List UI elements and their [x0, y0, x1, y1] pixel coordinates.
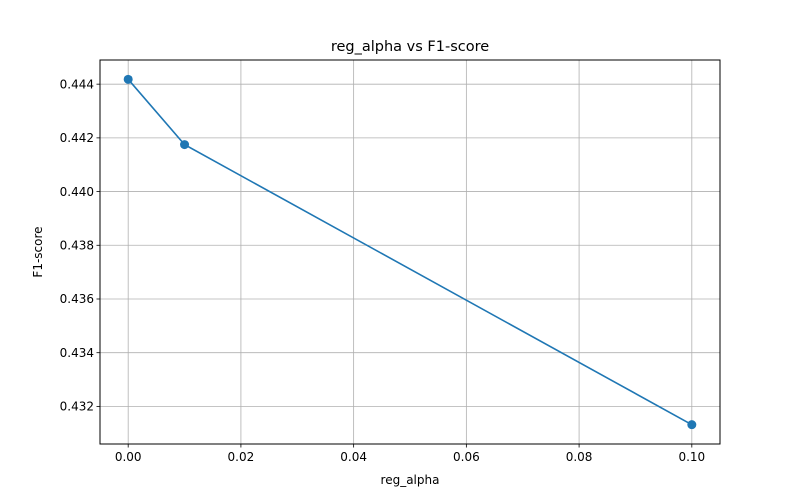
x-axis-label: reg_alpha: [381, 473, 440, 487]
y-tick-label: 0.444: [60, 77, 94, 91]
data-point: [123, 74, 133, 84]
x-tick-label: 0.08: [566, 450, 593, 464]
x-tick-label: 0.02: [228, 450, 255, 464]
y-axis-label: F1-score: [31, 226, 45, 277]
y-tick-label: 0.436: [60, 292, 94, 306]
chart-title: reg_alpha vs F1-score: [331, 39, 489, 55]
y-tick-label: 0.440: [60, 185, 94, 199]
y-tick-label: 0.434: [60, 346, 94, 360]
x-tick-label: 0.10: [678, 450, 705, 464]
y-tick-label: 0.432: [60, 400, 94, 414]
plot-area-frame: [99, 59, 721, 445]
series-layer: [123, 74, 697, 430]
x-tick-label: 0.00: [115, 450, 142, 464]
data-point: [687, 420, 697, 430]
y-tick-label: 0.442: [60, 131, 94, 145]
x-tick-label: 0.04: [340, 450, 367, 464]
x-tick-label: 0.06: [453, 450, 480, 464]
y-tick-label: 0.438: [60, 238, 94, 252]
grid-lines: [100, 60, 720, 444]
data-point: [180, 140, 190, 150]
ticks-layer: 0.00 0.02 0.04 0.06 0.08 0.10 0.432 0.434 0.436 0…: [60, 77, 706, 464]
